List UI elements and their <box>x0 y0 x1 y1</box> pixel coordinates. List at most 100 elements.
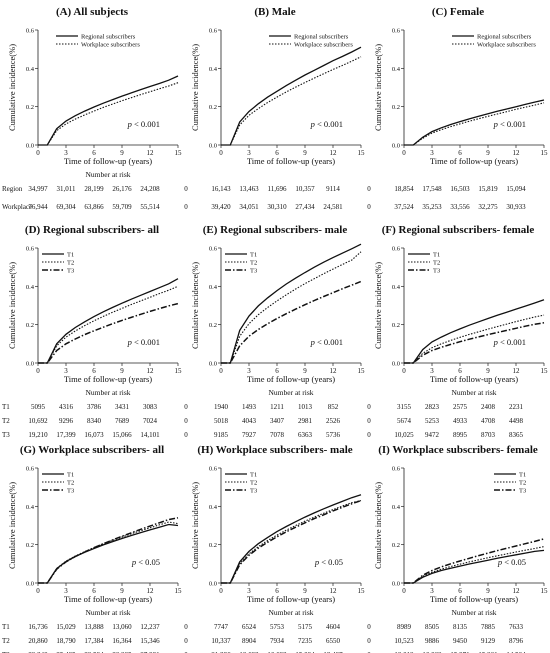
risk-value: 8135 <box>453 623 468 631</box>
y-tick-label: 0.4 <box>26 504 35 511</box>
risk-value: 5018 <box>214 417 229 425</box>
series-line-regional-subscribers <box>221 46 362 146</box>
series-line-workplace-subscribers <box>38 82 179 146</box>
risk-value: 3407 <box>270 417 285 425</box>
x-tick-label: 3 <box>430 367 434 375</box>
series-line-regional-subscribers <box>38 75 179 146</box>
risk-value: 6363 <box>298 431 313 439</box>
x-tick-label: 6 <box>458 367 462 375</box>
risk-value: 5253 <box>425 417 440 425</box>
risk-value: 0 <box>367 651 371 653</box>
series-line-workplace-subscribers <box>221 56 362 146</box>
y-tick-label: 0.2 <box>26 542 34 549</box>
risk-value: 8989 <box>397 623 412 631</box>
risk-value: 27,434 <box>295 203 315 211</box>
x-tick-label: 12 <box>513 367 521 375</box>
x-axis-label: Time of follow-up (years) <box>64 156 152 166</box>
x-tick-label: 12 <box>330 587 338 595</box>
chart-title: (B) Male <box>254 6 295 18</box>
risk-value: 5753 <box>270 623 285 631</box>
risk-value: 0 <box>367 431 371 439</box>
y-tick-label: 0.0 <box>209 143 217 150</box>
risk-value: 3083 <box>143 403 158 411</box>
legend-label: T2 <box>67 260 74 267</box>
risk-value: 12,237 <box>140 623 160 631</box>
y-tick-label: 0.2 <box>26 104 34 111</box>
x-tick-label: 3 <box>247 149 251 157</box>
legend-label: T3 <box>519 488 526 495</box>
y-tick-label: 0.2 <box>26 322 34 329</box>
risk-value: 2575 <box>453 403 468 411</box>
x-tick-label: 9 <box>486 367 490 375</box>
chart-panel: (E) Regional subscribers- male 0.0 0.2 0.4 0… <box>190 224 371 439</box>
y-axis-label: Cumulative incidence(%) <box>373 262 383 349</box>
risk-value: 69,304 <box>56 203 76 211</box>
x-tick-label: 12 <box>147 149 155 157</box>
y-tick-label: 0.6 <box>392 28 401 35</box>
risk-value: 0 <box>367 637 371 645</box>
y-tick-label: 0.0 <box>209 361 217 368</box>
risk-value: 0 <box>367 185 371 193</box>
y-tick-label: 0.6 <box>26 246 35 253</box>
y-tick-label: 0.4 <box>392 504 401 511</box>
risk-value: 16,862 <box>422 651 442 653</box>
risk-value: 16,073 <box>84 431 104 439</box>
risk-value: 18,012 <box>394 651 414 653</box>
p-value: p < 0.05 <box>131 557 160 567</box>
series-line-t3 <box>38 517 179 584</box>
risk-value: 34,997 <box>28 185 48 193</box>
risk-value: 0 <box>184 637 188 645</box>
risk-value: 27,931 <box>140 651 160 653</box>
x-tick-label: 9 <box>120 367 124 375</box>
y-tick-label: 0.4 <box>26 284 35 291</box>
chart-title: (F) Regional subscribers- female <box>382 224 535 236</box>
series-line-t3 <box>404 322 545 364</box>
risk-value: 1211 <box>270 403 284 411</box>
x-tick-label: 9 <box>303 367 307 375</box>
risk-value: 15,971 <box>450 651 470 653</box>
legend-label: T3 <box>433 268 440 275</box>
risk-table-header: Number at risk <box>86 388 131 397</box>
series-line-t2 <box>221 251 362 364</box>
p-value: p < 0.05 <box>497 557 526 567</box>
legend-label: T3 <box>250 488 257 495</box>
x-axis-label: Time of follow-up (years) <box>430 374 518 384</box>
x-tick-label: 3 <box>247 367 251 375</box>
x-tick-label: 15 <box>541 587 549 595</box>
x-tick-label: 3 <box>430 587 434 595</box>
risk-value: 2526 <box>326 417 341 425</box>
x-tick-label: 0 <box>402 367 406 375</box>
x-axis-label: Time of follow-up (years) <box>430 594 518 604</box>
x-tick-label: 6 <box>92 367 96 375</box>
y-tick-label: 0.6 <box>209 246 218 253</box>
chart-panel: (F) Regional subscribers- female 0.0 0.2 0.… <box>373 224 548 439</box>
risk-value: 16,623 <box>267 651 287 653</box>
risk-value: 9450 <box>453 637 468 645</box>
x-tick-label: 9 <box>120 149 124 157</box>
risk-value: 17,399 <box>56 431 76 439</box>
risk-value: 4933 <box>453 417 468 425</box>
x-tick-label: 9 <box>303 587 307 595</box>
legend-label: T1 <box>250 472 257 479</box>
risk-value: 4498 <box>509 417 524 425</box>
risk-value: 16,364 <box>112 637 132 645</box>
x-tick-label: 9 <box>486 149 490 157</box>
risk-value: 4043 <box>242 417 257 425</box>
y-tick-label: 0.6 <box>209 466 218 473</box>
risk-value: 15,261 <box>478 651 498 653</box>
y-tick-label: 0.0 <box>26 143 34 150</box>
legend-label: Regional subscribers <box>81 34 136 41</box>
x-tick-label: 9 <box>486 587 490 595</box>
p-value: p < 0.001 <box>493 337 526 347</box>
risk-value: 7927 <box>242 431 257 439</box>
risk-value: 15,094 <box>506 185 526 193</box>
x-tick-label: 12 <box>147 367 155 375</box>
series-line-t1 <box>404 299 545 364</box>
series-line-t1 <box>404 549 545 584</box>
x-tick-label: 0 <box>36 587 40 595</box>
y-tick-label: 0.2 <box>209 104 217 111</box>
y-tick-label: 0.6 <box>26 466 35 473</box>
risk-row-label: T2 <box>2 417 10 425</box>
risk-value: 13,060 <box>112 623 132 631</box>
y-tick-label: 0.2 <box>209 322 217 329</box>
